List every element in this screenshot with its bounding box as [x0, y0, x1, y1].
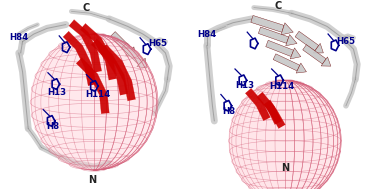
Ellipse shape [228, 80, 341, 189]
Text: H8: H8 [46, 122, 59, 131]
Polygon shape [111, 32, 132, 53]
Polygon shape [137, 58, 147, 68]
Polygon shape [266, 40, 294, 57]
Polygon shape [69, 20, 102, 73]
Polygon shape [258, 27, 289, 43]
Text: N: N [281, 163, 289, 173]
Polygon shape [281, 23, 293, 35]
Text: C: C [83, 3, 90, 12]
Ellipse shape [30, 34, 158, 170]
Polygon shape [80, 23, 117, 80]
Text: N: N [88, 175, 96, 184]
Polygon shape [264, 100, 285, 129]
Polygon shape [321, 57, 331, 66]
Polygon shape [101, 44, 135, 101]
Polygon shape [245, 88, 270, 121]
Polygon shape [273, 54, 300, 71]
Polygon shape [251, 15, 284, 32]
Polygon shape [290, 48, 301, 59]
Text: H13: H13 [235, 81, 254, 90]
Text: H65: H65 [149, 39, 167, 48]
Polygon shape [91, 39, 128, 95]
Text: H84: H84 [197, 29, 217, 39]
Text: H114: H114 [269, 82, 295, 91]
Text: H13: H13 [47, 88, 66, 97]
Polygon shape [313, 43, 323, 53]
Text: H114: H114 [85, 90, 111, 99]
Text: C: C [274, 1, 282, 11]
Polygon shape [256, 92, 282, 125]
Polygon shape [295, 31, 319, 51]
Polygon shape [286, 35, 297, 46]
Text: H65: H65 [337, 37, 355, 46]
Polygon shape [76, 58, 109, 114]
Polygon shape [122, 43, 143, 65]
Polygon shape [303, 45, 326, 64]
Text: H84: H84 [9, 33, 29, 42]
Polygon shape [126, 47, 135, 57]
Polygon shape [296, 63, 306, 73]
Text: H8: H8 [222, 107, 235, 116]
Polygon shape [63, 31, 96, 86]
